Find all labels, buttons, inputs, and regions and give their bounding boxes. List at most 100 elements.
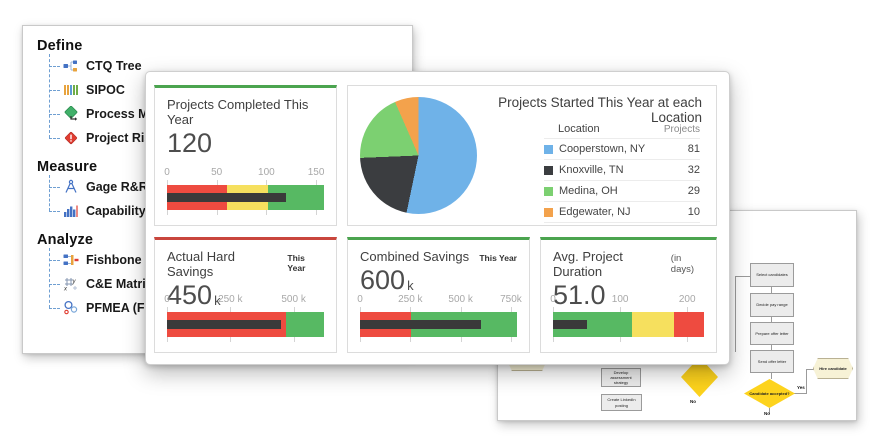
ticks-top [167, 307, 324, 312]
tick-mark [167, 307, 168, 312]
tick-mark [410, 307, 412, 312]
axis-tick-label: 100 [258, 167, 275, 178]
sidebar-item-gage-r-r[interactable]: Gage R&R [49, 175, 412, 199]
tile-projects-completed[interactable]: Projects Completed This Year 120 0 50 100 1… [154, 85, 337, 226]
tick-mark [360, 307, 361, 312]
sidebar-item-c-e-matrix[interactable]: y x C&E Matrix [49, 272, 412, 296]
connector [735, 276, 736, 352]
connector [771, 345, 772, 350]
tree-item-label: CTQ Tree [86, 59, 142, 73]
dashboard-panel: Projects Completed This Year 120 0 50 100 1… [145, 71, 730, 365]
bullet-band [167, 185, 324, 210]
bullet-axis: 0 100 200 [550, 294, 704, 307]
flow-terminator[interactable]: Hire candidate [813, 358, 853, 379]
metric-value: 51.0 [553, 280, 606, 310]
flow-step-side-2[interactable]: Create LinkedIn posting [601, 394, 642, 411]
connector [771, 317, 772, 322]
flow-step-2[interactable]: Decide pay range [750, 293, 794, 317]
tile-avg-project-duration[interactable]: Avg. Project Duration (in days) 51.0 0 10… [540, 237, 717, 353]
tile-actual-hard-savings[interactable]: Actual Hard Savings This Year 450 k 0 250 … [154, 237, 337, 353]
yes-branch-label: Yes [797, 385, 805, 390]
tile-subtitle: This Year [287, 253, 306, 273]
connector [771, 287, 772, 293]
tick-mark [293, 337, 295, 342]
axis-tick-label: 0 [164, 294, 170, 305]
legend-header: Location Projects [544, 120, 700, 139]
tick-mark [216, 180, 218, 185]
flow-step-3[interactable]: Prepare offer letter [750, 322, 794, 345]
no-branch-label: No [690, 399, 696, 404]
metric-unit: k [407, 278, 414, 293]
tile-subtitle: This Year [479, 253, 517, 263]
tick-mark [620, 307, 622, 312]
tree-phase-label: Analyze [37, 232, 94, 248]
bullet-chart: 0 50 100 150 [164, 167, 324, 215]
ticks-bottom [360, 337, 517, 342]
ctq-tree-icon [62, 58, 79, 75]
connector [806, 369, 807, 394]
legend-color-chip [544, 207, 553, 217]
legend-row: Medina, OH 29 [544, 181, 700, 202]
tick-mark [230, 337, 232, 342]
connector [771, 373, 772, 379]
flow-step-1[interactable]: Select candidates [750, 263, 794, 287]
ticks-bottom [167, 337, 324, 342]
bullet-chart: 0 250 k 500 k [164, 294, 324, 342]
metric-unit: k [214, 293, 221, 308]
sidebar-item-capability[interactable]: Capability [49, 199, 412, 223]
legend-header-projects: Projects [663, 123, 700, 135]
tile-projects-by-location[interactable]: Projects Started This Year at each Locat… [347, 85, 717, 226]
axis-tick-label: 500 k [281, 294, 306, 305]
legend-project-count: 81 [687, 143, 700, 155]
roadmap-tree: Define CTQ Tree SIPOC Process Map Project Ri… [23, 26, 412, 320]
tick-mark [553, 337, 554, 342]
tree-item-label: SIPOC [86, 83, 125, 97]
bullet-value-bar [167, 193, 287, 202]
tree-item-label: Project Risk [86, 131, 159, 145]
flow-step-side-1[interactable]: Develop assessment strategy [601, 368, 641, 387]
bullet-value-bar [167, 320, 281, 329]
legend-row: Cooperstown, NY 81 [544, 139, 700, 160]
capability-icon [62, 203, 79, 220]
sidebar-item-project-risk[interactable]: Project Risk [49, 126, 412, 150]
legend-color-chip [544, 144, 553, 154]
bullet-band [360, 312, 517, 337]
metric-value: 120 [167, 128, 213, 158]
tick-mark [167, 337, 168, 342]
sidebar-item-fishbone[interactable]: Fishbone [49, 248, 412, 272]
pie-legend: Location Projects Cooperstown, NY 81 Knoxvil… [544, 120, 700, 223]
tile-subtitle: (in days) [670, 253, 695, 275]
metric-value: 600 k [360, 265, 414, 295]
flow-decision[interactable]: Candidate accepted? [744, 379, 795, 408]
sidebar-item-process-map[interactable]: Process Map [49, 102, 412, 126]
sipoc-icon [62, 82, 79, 99]
legend-color-chip [544, 186, 553, 196]
sidebar-item-sipoc[interactable]: SIPOC [49, 78, 412, 102]
tree-item-label: Capability [86, 204, 146, 218]
axis-tick-label: 500 k [448, 294, 473, 305]
tree-item-label: Process Map [86, 107, 164, 121]
tile-title: Actual Hard Savings [167, 249, 235, 279]
svg-text:x: x [63, 287, 68, 293]
tick-mark [316, 180, 318, 185]
bullet-value-bar [553, 320, 588, 329]
tick-mark [510, 307, 512, 312]
legend-row: Edgewater, NJ 10 [544, 202, 700, 223]
tick-mark [316, 210, 318, 215]
tick-mark [510, 337, 512, 342]
tick-mark [167, 180, 168, 185]
flow-step-4[interactable]: Send offer letter [750, 350, 794, 373]
tile-combined-savings[interactable]: Combined Savings This Year 600 k 0 250 k 50… [347, 237, 530, 353]
axis-tick-label: 250 k [398, 294, 423, 305]
tree-items: CTQ Tree SIPOC Process Map Project Risk [49, 54, 412, 150]
bullet-band [167, 312, 324, 337]
zone-red [673, 312, 704, 337]
tree-item-label: C&E Matrix [86, 277, 153, 291]
process-map-icon [62, 106, 79, 123]
bullet-chart: 0 100 200 [550, 294, 704, 342]
tick-mark [687, 307, 689, 312]
tree-section-define: Define CTQ Tree SIPOC Process Map Project Ri… [37, 38, 412, 150]
sidebar-item-ctq-tree[interactable]: CTQ Tree [49, 54, 412, 78]
gage-icon [62, 179, 79, 196]
